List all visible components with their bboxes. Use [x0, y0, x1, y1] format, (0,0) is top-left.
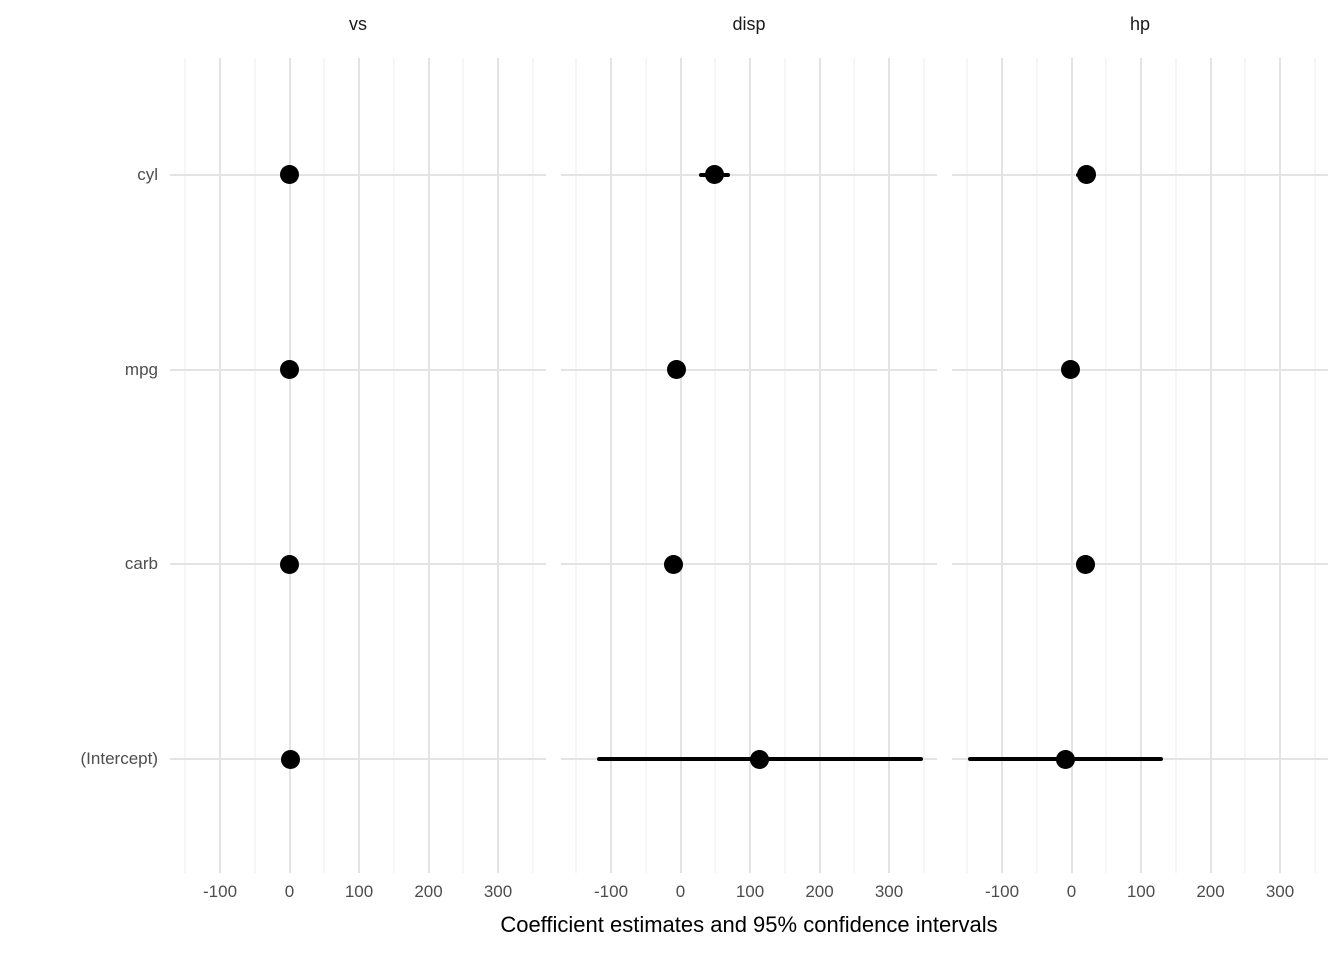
panel-vs [170, 58, 546, 873]
gridline-minor [923, 58, 925, 873]
y-axis-label: cyl [137, 164, 158, 184]
x-axis-tick-label: 200 [414, 882, 443, 901]
point-estimate [280, 360, 300, 380]
x-axis-tick-label: 100 [344, 882, 374, 901]
point-estimate [279, 165, 299, 185]
gridline-major [219, 58, 222, 873]
gridline-minor [393, 58, 395, 873]
gridline-row [170, 563, 546, 566]
gridline-row [170, 368, 546, 371]
x-axis-tick-label: 100 [735, 882, 765, 901]
gridline-major [749, 58, 752, 873]
point-estimate [1076, 165, 1096, 185]
gridline-row [561, 563, 937, 566]
gridline-minor [323, 58, 325, 873]
gridline-minor [853, 58, 855, 873]
point-estimate [1060, 360, 1080, 380]
gridline-minor [714, 58, 716, 873]
gridline-row [170, 758, 546, 761]
point-estimate [280, 749, 300, 769]
gridline-row [561, 368, 937, 371]
x-axis-tick-label: 200 [1196, 882, 1225, 901]
x-axis-tick-label: -100 [985, 882, 1020, 901]
gridline-minor [1105, 58, 1107, 873]
y-axis-label: (Intercept) [80, 749, 158, 769]
gridline-minor [1175, 58, 1177, 873]
point-estimate [279, 554, 299, 574]
gridline-major [888, 58, 891, 873]
gridline-row [170, 173, 546, 176]
y-axis-label: mpg [124, 359, 158, 379]
gridline-major [1209, 58, 1212, 873]
point-estimate [1075, 554, 1095, 574]
gridline-major [427, 58, 430, 873]
gridline-major [1001, 58, 1004, 873]
gridline-major [288, 58, 291, 873]
x-axis-tick-label: 300 [874, 882, 904, 901]
x-axis-tick-label: -100 [203, 882, 238, 901]
gridline-major [1140, 58, 1143, 873]
gridline-row [561, 173, 937, 176]
facet-strip-label-hp: hp [1129, 14, 1151, 34]
gridline-minor [1314, 58, 1316, 873]
x-axis-tick-label: 0 [284, 882, 295, 901]
facet-strip-label-disp: disp [732, 14, 766, 34]
gridline-major [497, 58, 500, 873]
panel-disp [561, 58, 937, 873]
gridline-row [952, 563, 1328, 566]
gridline-major [1070, 58, 1073, 873]
gridline-row [952, 173, 1328, 176]
gridline-minor [532, 58, 534, 873]
x-axis-tick-label: 300 [1265, 882, 1295, 901]
x-axis-tick-label: 0 [1066, 882, 1077, 901]
point-estimate [666, 360, 686, 380]
point-estimate [750, 749, 770, 769]
gridline-major [1279, 58, 1282, 873]
gridline-minor [184, 58, 186, 873]
gridline-major [679, 58, 682, 873]
gridline-major [818, 58, 821, 873]
x-axis-tick-label: -100 [594, 882, 629, 901]
gridline-major [358, 58, 361, 873]
gridline-minor [784, 58, 786, 873]
point-estimate [705, 165, 725, 185]
point-estimate [1056, 749, 1076, 769]
gridline-minor [254, 58, 256, 873]
x-axis-title: Coefficient estimates and 95% confidence… [500, 912, 998, 937]
x-axis-tick-label: 100 [1126, 882, 1156, 901]
gridline-row [952, 368, 1328, 371]
x-axis-tick-label: 0 [675, 882, 686, 901]
gridline-minor [645, 58, 647, 873]
point-estimate [663, 554, 683, 574]
gridline-major [610, 58, 613, 873]
facet-strip-label-vs: vs [349, 14, 367, 34]
gridline-minor [1036, 58, 1038, 873]
gridline-minor [575, 58, 577, 873]
x-axis-tick-label: 200 [805, 882, 834, 901]
gridline-minor [966, 58, 968, 873]
gridline-minor [462, 58, 464, 873]
panel-hp [952, 58, 1328, 873]
gridline-minor [1244, 58, 1246, 873]
x-axis-tick-label: 300 [483, 882, 513, 901]
y-axis-label: carb [124, 554, 158, 574]
